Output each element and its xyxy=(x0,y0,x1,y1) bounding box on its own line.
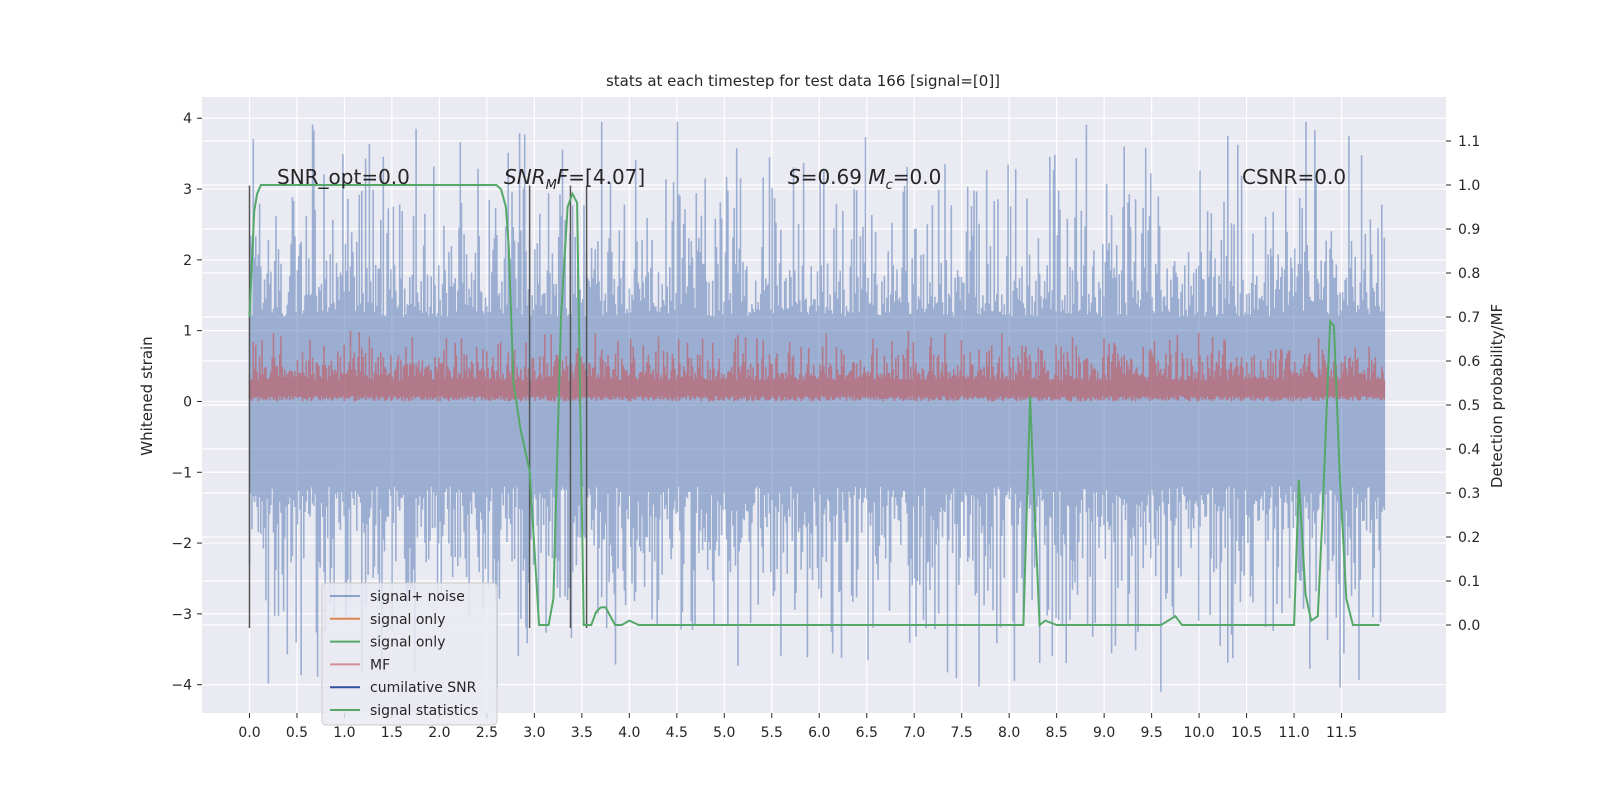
legend-box xyxy=(321,582,498,726)
x-tick-label: 8.5 xyxy=(1046,725,1068,741)
x-tick-label: 3.5 xyxy=(571,725,593,741)
x-tick-label: 0.0 xyxy=(238,725,260,741)
x-tick-label: 9.0 xyxy=(1093,725,1115,741)
x-tick-label: 4.0 xyxy=(618,725,640,741)
legend-label: signal only xyxy=(370,612,445,628)
x-tick-label: 9.5 xyxy=(1140,725,1162,741)
annotation-part: SNR_opt=0.0 xyxy=(277,165,410,189)
series-line-5 xyxy=(248,184,1380,627)
y-left-tick-label: −1 xyxy=(171,465,192,481)
y-left-tick-label: 4 xyxy=(183,111,192,127)
x-tick-label: 4.5 xyxy=(666,725,688,741)
x-axis-ticks: 0.0 0.5 1.0 1.5 2.0 2.5 3.0 3.5 4.0 4.5 5.0 5.5 6.0 6… xyxy=(238,713,1357,741)
x-tick-label: 10.5 xyxy=(1231,725,1262,741)
series-lines xyxy=(248,184,1380,627)
y-right-tick-label: 0.1 xyxy=(1458,574,1480,590)
vertical-markers xyxy=(248,185,588,629)
y-left-tick-label: −2 xyxy=(171,536,192,552)
y-axis-right-ticks: 1.1 1.0 0.9 0.8 0.7 0.6 0.5 0.4 0.3 0.2 0.1 0.0 xyxy=(1446,134,1480,634)
annotation-1: SNRMF=[4.07] xyxy=(504,165,645,193)
y-right-tick-label: 1.1 xyxy=(1458,134,1480,150)
annotation-part: F xyxy=(557,165,569,189)
annotation-part: =[4.07] xyxy=(568,165,645,189)
x-tick-label: 6.0 xyxy=(808,725,830,741)
y-right-tick-label: 0.4 xyxy=(1458,442,1480,458)
annotation-part: M xyxy=(546,178,557,193)
y-right-tick-label: 0.3 xyxy=(1458,486,1480,502)
x-tick-label: 2.0 xyxy=(428,725,450,741)
y-left-tick-label: −4 xyxy=(171,678,192,694)
legend-label: MF xyxy=(370,657,390,673)
x-tick-label: 10.0 xyxy=(1184,725,1215,741)
y-left-tick-label: 2 xyxy=(183,253,192,269)
annotation-part: c xyxy=(886,178,893,193)
annotation-0: SNR_opt=0.0 xyxy=(277,165,410,189)
y-right-tick-label: 0.2 xyxy=(1458,530,1480,546)
annotation-part: M xyxy=(868,165,885,189)
y-right-tick-label: 1.0 xyxy=(1458,178,1480,194)
y-left-tick-label: 0 xyxy=(183,394,192,410)
annotation-part: CSNR=0.0 xyxy=(1242,165,1346,189)
x-tick-label: 6.5 xyxy=(856,725,878,741)
x-tick-label: 5.5 xyxy=(761,725,783,741)
x-tick-label: 1.0 xyxy=(333,725,355,741)
y-axis-left-ticks: 4 3 2 1 0 −1 −2 −3 −4 xyxy=(171,111,202,694)
annotations: SNR_opt=0.0 SNRMF=[4.07] S=0.69 Mc=0.0 CSNR… xyxy=(277,165,1346,193)
legend-label: signal only xyxy=(370,635,445,651)
y-right-tick-label: 0.6 xyxy=(1458,354,1480,370)
y-right-tick-label: 0.5 xyxy=(1458,398,1480,414)
x-tick-label: 3.0 xyxy=(523,725,545,741)
x-tick-label: 0.5 xyxy=(286,725,308,741)
legend-label: cumilative SNR xyxy=(370,680,477,696)
annotation-part: =0.69 xyxy=(801,165,869,189)
annotation-part: =0.0 xyxy=(893,165,942,189)
y-right-tick-label: 0.9 xyxy=(1458,222,1480,238)
annotation-3: CSNR=0.0 xyxy=(1242,165,1346,189)
x-tick-label: 1.5 xyxy=(381,725,403,741)
y-axis-left-label: Whitened strain xyxy=(138,336,156,455)
x-tick-label: 7.5 xyxy=(951,725,973,741)
chart-title: stats at each timestep for test data 166… xyxy=(606,72,1000,90)
y-left-tick-label: 1 xyxy=(183,324,192,340)
annotation-part: SNR xyxy=(504,165,546,189)
x-tick-label: 2.5 xyxy=(476,725,498,741)
legend-label: signal+ noise xyxy=(370,589,465,605)
y-right-tick-label: 0.0 xyxy=(1458,618,1480,634)
y-right-tick-label: 0.7 xyxy=(1458,310,1480,326)
y-right-tick-label: 0.8 xyxy=(1458,266,1480,282)
x-tick-label: 11.0 xyxy=(1278,725,1309,741)
legend-label: signal statistics xyxy=(370,703,478,719)
y-axis-right-label: Detection probability/MF xyxy=(1488,304,1506,488)
annotation-part: S xyxy=(788,165,801,189)
x-tick-label: 7.0 xyxy=(903,725,925,741)
y-left-tick-label: 3 xyxy=(183,182,192,198)
x-tick-label: 5.0 xyxy=(713,725,735,741)
x-tick-label: 8.0 xyxy=(998,725,1020,741)
legend: signal+ noise signal only signal only MF cum… xyxy=(321,582,498,726)
annotation-2: S=0.69 Mc=0.0 xyxy=(788,165,941,193)
x-tick-label: 11.5 xyxy=(1326,725,1357,741)
y-left-tick-label: −3 xyxy=(171,607,192,623)
